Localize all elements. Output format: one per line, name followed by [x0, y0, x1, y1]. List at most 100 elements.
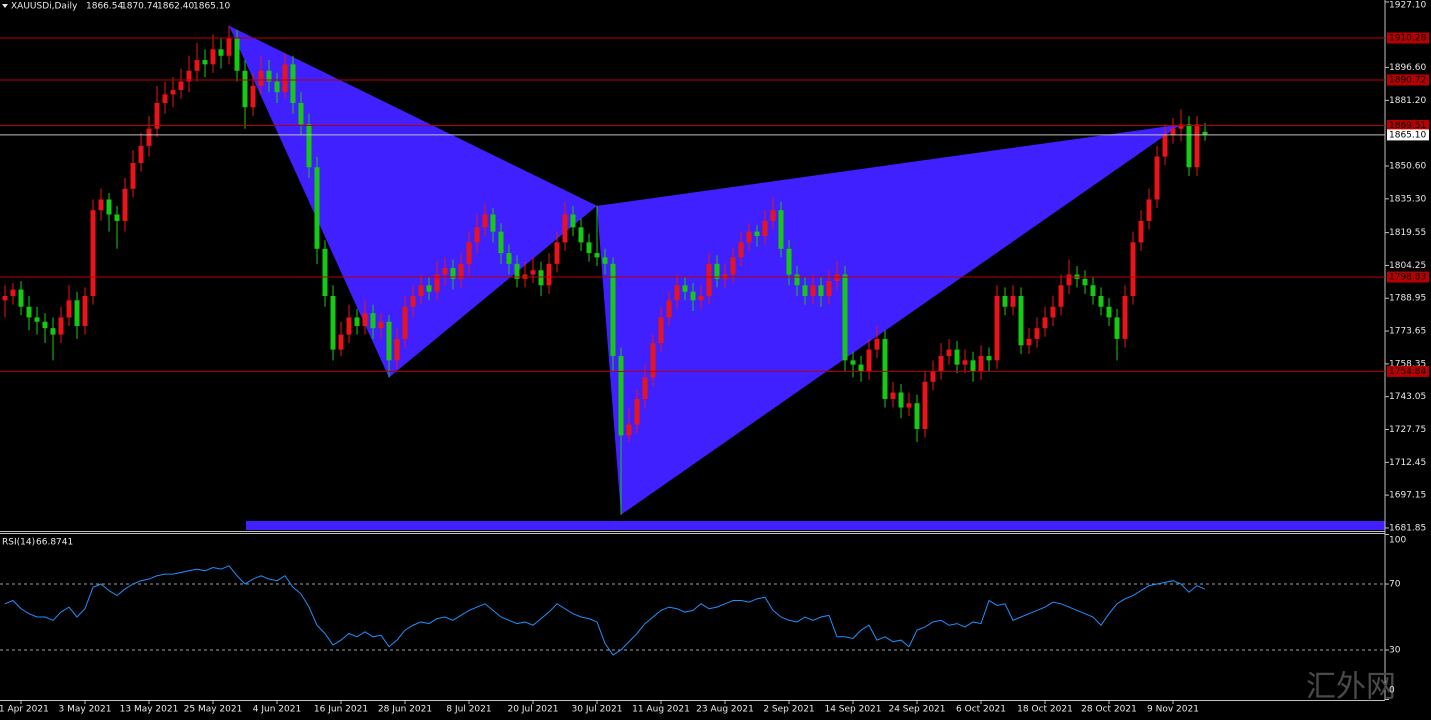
level-label-bg [1387, 271, 1429, 283]
candle-body [514, 263, 520, 279]
level-label-bg [1387, 32, 1429, 44]
rsi-tick-label: 0 [1389, 686, 1395, 696]
candle-body [954, 349, 960, 365]
candle-body [410, 295, 416, 307]
candle-body [314, 167, 320, 249]
candle-body [1002, 295, 1008, 307]
candle-body [858, 364, 864, 372]
candle-body [746, 231, 752, 243]
candle-body [682, 285, 688, 292]
x-tick-label: 13 May 2021 [120, 705, 179, 715]
candle-body [570, 214, 576, 228]
candle-body [234, 38, 240, 71]
candle-body [562, 214, 568, 243]
candle-body [258, 70, 264, 86]
candle-body [362, 313, 368, 327]
candle-body [98, 199, 104, 211]
y-tick-label: 1743.05 [1389, 392, 1426, 402]
candle-body [90, 210, 96, 296]
candle-body [490, 214, 496, 232]
x-tick-label: 8 Jul 2021 [446, 705, 491, 715]
candle-body [594, 253, 600, 258]
level-label-bg [1387, 365, 1429, 377]
candle-body [538, 270, 544, 286]
candle-body [146, 128, 152, 146]
candle-body [370, 313, 376, 329]
y-tick-label: 1681.85 [1389, 523, 1426, 533]
candle-body [442, 268, 448, 275]
candle-body [26, 306, 32, 318]
rsi-name: RSI(14) [2, 538, 35, 548]
rsi-value: 66.8741 [36, 538, 73, 548]
candle-body [322, 248, 328, 296]
candle-body [634, 398, 640, 425]
candle-body [218, 49, 224, 56]
candle-body [34, 317, 40, 322]
candle-body [1146, 199, 1152, 221]
candle-body [882, 338, 888, 399]
candle-body [970, 360, 976, 372]
candle-body [922, 381, 928, 429]
candle-body [842, 274, 848, 361]
x-tick-label: 2 Sep 2021 [763, 705, 814, 715]
candle-body [874, 338, 880, 350]
candle-body [1026, 338, 1032, 346]
candle-body [354, 317, 360, 327]
low-label: 1862.40 [157, 2, 194, 12]
candle-body [290, 64, 296, 103]
candle-body [866, 349, 872, 372]
candle-body [74, 300, 80, 327]
candle-body [130, 163, 136, 189]
candle-body [602, 257, 608, 264]
price-panel [2, 25, 1208, 515]
candle-body [986, 356, 992, 361]
candle-body [794, 274, 800, 286]
rsi-tick-label: 100 [1389, 536, 1406, 546]
candle-body [706, 263, 712, 296]
candle-body [450, 268, 456, 279]
x-tick-label: 24 Sep 2021 [888, 705, 945, 715]
high-label: 1870.74 [121, 2, 158, 12]
candle-body [666, 300, 672, 318]
x-tick-label: 25 May 2021 [184, 705, 243, 715]
candle-body [962, 360, 968, 365]
candle-body [434, 274, 440, 292]
candle-body [650, 343, 656, 378]
level-label: 1910.28 [1389, 34, 1426, 44]
candle-body [466, 242, 472, 264]
candle-body [898, 392, 904, 408]
menu-icon[interactable] [2, 4, 8, 8]
x-tick-label: 11 Aug 2021 [632, 705, 690, 715]
candle-body [458, 263, 464, 279]
candle-body [482, 214, 488, 228]
candle-body [330, 295, 336, 350]
candle-body [730, 257, 736, 275]
level-label-bg [1387, 119, 1429, 131]
candle-body [578, 227, 584, 243]
x-tick-label: 28 Jun 2021 [378, 705, 432, 715]
candle-body [1138, 220, 1144, 243]
y-tick-label: 1697.15 [1389, 491, 1426, 501]
candle-body [210, 49, 216, 65]
level-label: 1754.84 [1389, 367, 1426, 377]
x-tick-label: 9 Nov 2021 [1147, 705, 1199, 715]
candle-body [170, 90, 176, 95]
candle-body [498, 231, 504, 254]
y-tick-label: 1804.25 [1389, 261, 1426, 271]
candle-body [762, 220, 768, 236]
candle-body [698, 295, 704, 301]
candle-body [162, 94, 168, 103]
y-tick-label: 1819.55 [1389, 228, 1426, 238]
candle-body [226, 38, 232, 56]
symbol-label: XAUUSDi,Daily [11, 2, 78, 12]
candle-body [154, 102, 160, 129]
candle-body [914, 403, 920, 429]
candle-body [346, 317, 352, 335]
candle-body [2, 295, 8, 301]
x-tick-label: 20 Jul 2021 [508, 705, 559, 715]
candle-body [274, 81, 280, 93]
range-bar [246, 521, 1385, 530]
candle-body [1098, 295, 1104, 307]
candle-body [674, 285, 680, 301]
